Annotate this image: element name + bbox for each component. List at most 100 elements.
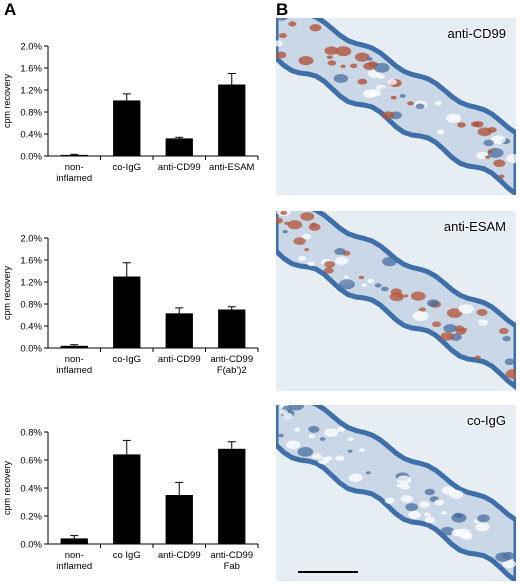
y-tick-label: 0.8% [20,108,42,119]
cell [276,40,283,47]
cell [357,78,368,85]
cell [400,495,414,503]
cell [487,126,497,133]
cell [389,292,405,302]
cell [483,139,494,147]
y-tick-label: 0.4% [20,322,42,333]
micrograph-image [276,405,516,581]
cell [498,328,509,335]
x-tick-label: inflamed [56,561,92,572]
cell [363,89,377,98]
cell [415,103,425,110]
cell [443,324,457,333]
cell [455,328,466,335]
x-tick-label: co-IgG [112,354,141,365]
cell [476,308,488,316]
x-tick-label: co-IgG [112,162,141,173]
cell [434,499,444,506]
cell [282,229,288,234]
cell [293,427,301,432]
cell [334,248,346,256]
cell [288,21,297,27]
y-tick-label: 1.2% [20,86,42,97]
y-axis-label: cpm recovery [2,460,12,515]
cell [283,412,293,419]
tissue-section [276,18,516,195]
cell [458,304,474,314]
cell [487,149,494,154]
cell [498,174,505,179]
cell [374,283,382,288]
micrograph-image [276,18,516,195]
cell [363,62,376,70]
cell [475,522,490,532]
cell [502,559,516,569]
x-tick-label: anti-CD99 [210,550,253,561]
micrograph-anti-esam: anti-ESAM [276,211,516,391]
bar [165,495,193,544]
cell [457,122,466,128]
bar [113,276,141,348]
cell [436,129,445,135]
cell [396,475,412,485]
y-tick-label: 2.0% [20,234,42,245]
panel-letter-b: B [276,0,289,19]
bar-chart-3: cpm recovery 0.0% 0.2% 0.4% 0.6% 0.8% non-infl… [0,404,272,586]
cell [427,299,440,307]
cell [381,286,389,292]
cell [288,405,304,411]
cell [276,217,284,224]
cell [297,255,307,262]
x-tick-label: anti-CD99 [158,354,201,365]
cell [367,278,375,284]
bar [60,154,88,156]
cell [280,211,288,216]
cell [504,358,516,366]
cell [453,512,462,518]
cell [477,514,490,523]
bar [218,84,246,156]
cell [502,336,511,342]
cell [399,94,406,98]
cell [396,484,402,488]
micrograph-label: anti-ESAM [443,219,506,234]
bar [165,138,193,156]
cell [338,279,355,290]
tissue-section [276,405,516,581]
cell [423,512,431,517]
cell [407,101,414,106]
cell [408,510,421,519]
cell [403,294,409,298]
cell [361,283,368,287]
cell [455,528,471,538]
cell [365,471,371,475]
bar-chart-3-svg: cpm recovery 0.0% 0.2% 0.4% 0.6% 0.8% non-infl… [2,428,259,572]
cell [324,456,333,461]
x-tick-label: anti-CD99 [158,162,201,173]
cell [310,222,318,227]
cell [286,440,301,450]
bar-chart-2: cpm recovery 0.0% 0.4% 0.8% 1.2% 1.6% 2.0% non-… [0,210,272,390]
cell [446,308,463,318]
cell [354,52,370,62]
cell [431,321,442,328]
cell [366,57,373,61]
y-axis-label: cpm recovery [2,265,12,320]
cell [495,552,511,562]
cell [278,433,284,438]
cell [485,155,491,159]
scale-bar [298,571,358,573]
cell [493,159,506,167]
bar [113,454,141,544]
cell [390,95,397,100]
bar [218,309,246,348]
cell [287,220,303,230]
cell [424,516,436,524]
y-tick-label: 1.6% [20,64,42,75]
cell [441,486,455,495]
y-tick-label: 0.2% [20,512,42,523]
cell [376,84,387,91]
cell [348,473,363,483]
cell [347,437,354,442]
x-tick-label: anti-CD99 [158,550,201,561]
